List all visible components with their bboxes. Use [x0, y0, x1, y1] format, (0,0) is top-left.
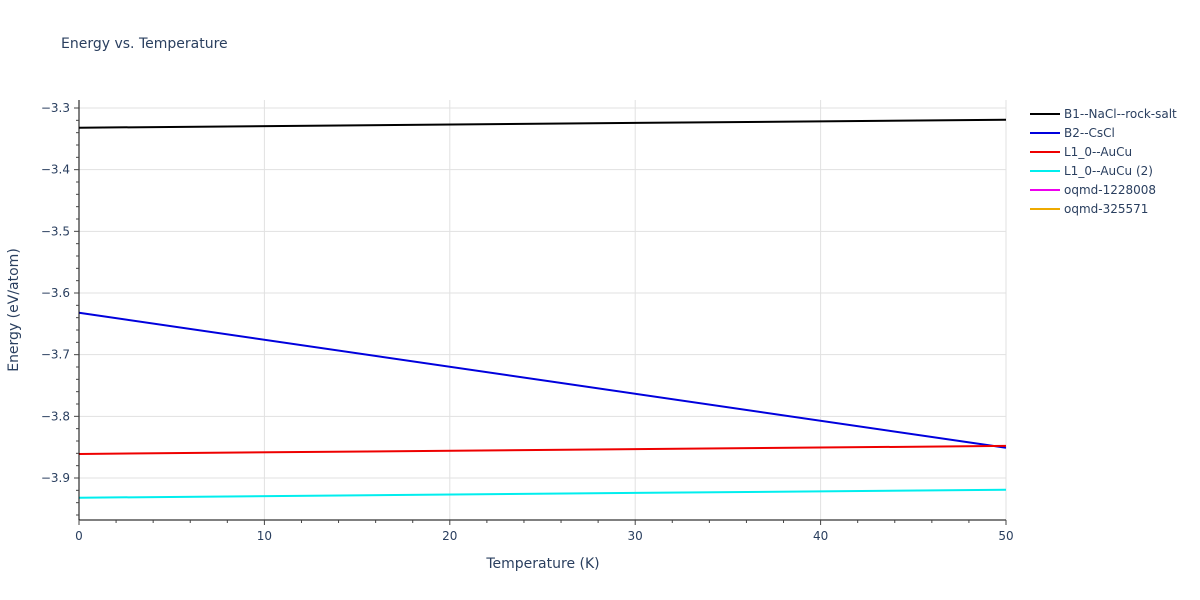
svg-text:40: 40	[813, 529, 828, 543]
svg-text:0: 0	[75, 529, 83, 543]
svg-text:oqmd-325571: oqmd-325571	[1064, 202, 1148, 216]
y-axis-title: Energy (eV/atom)	[6, 248, 22, 372]
svg-text:−3.9: −3.9	[41, 471, 70, 485]
svg-text:L1_0--AuCu (2): L1_0--AuCu (2)	[1064, 164, 1153, 178]
svg-text:20: 20	[442, 529, 457, 543]
svg-text:−3.4: −3.4	[41, 163, 70, 177]
svg-text:30: 30	[628, 529, 643, 543]
data-lines	[78, 118, 1007, 499]
svg-text:oqmd-1228008: oqmd-1228008	[1064, 183, 1156, 197]
axes	[78, 100, 1006, 521]
svg-text:−3.3: −3.3	[41, 101, 70, 115]
svg-text:−3.5: −3.5	[41, 224, 70, 238]
svg-text:B2--CsCl: B2--CsCl	[1064, 126, 1115, 140]
series-line-1	[78, 311, 1007, 449]
legend: B1--NaCl--rock-salt B2--CsCl L1_0--AuCu L1_…	[1030, 107, 1177, 216]
legend-item-1[interactable]: B2--CsCl	[1030, 126, 1115, 140]
svg-text:10: 10	[257, 529, 272, 543]
svg-text:B1--NaCl--rock-salt: B1--NaCl--rock-salt	[1064, 107, 1177, 121]
svg-text:50: 50	[998, 529, 1013, 543]
legend-item-2[interactable]: L1_0--AuCu	[1030, 145, 1132, 159]
series-line-3	[78, 488, 1007, 499]
chart-title: Energy vs. Temperature	[61, 36, 228, 52]
series-line-0	[78, 118, 1007, 129]
svg-text:−3.8: −3.8	[41, 409, 70, 423]
gridlines	[79, 100, 1007, 520]
legend-item-5[interactable]: oqmd-325571	[1030, 202, 1148, 216]
legend-item-3[interactable]: L1_0--AuCu (2)	[1030, 164, 1153, 178]
svg-text:L1_0--AuCu: L1_0--AuCu	[1064, 145, 1132, 159]
legend-item-0[interactable]: B1--NaCl--rock-salt	[1030, 107, 1177, 121]
series-line-2	[78, 444, 1007, 455]
svg-text:−3.7: −3.7	[41, 348, 70, 362]
legend-item-4[interactable]: oqmd-1228008	[1030, 183, 1156, 197]
x-axis-ticks: 0 10 20 30 40 50	[75, 520, 1014, 543]
x-axis-title: Temperature (K)	[485, 556, 599, 572]
svg-text:−3.6: −3.6	[41, 286, 70, 300]
y-axis-ticks: −3.3 −3.4 −3.5 −3.6 −3.7 −3.8 −3.9	[41, 101, 79, 516]
